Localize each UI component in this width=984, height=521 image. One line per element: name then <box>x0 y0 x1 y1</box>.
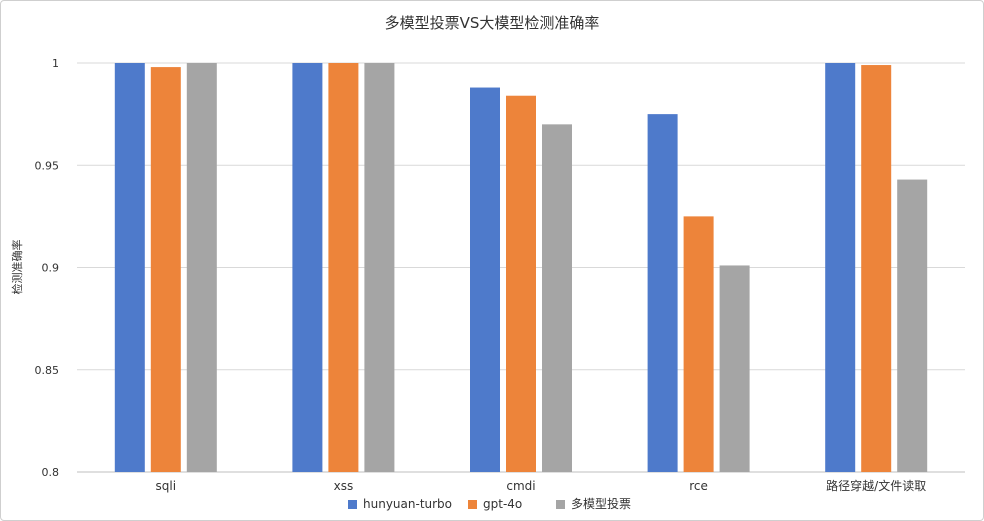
x-tick-label: rce <box>689 479 708 493</box>
legend-swatch <box>348 500 357 509</box>
bar-多模型投票 <box>719 265 750 472</box>
legend-label: gpt-4o <box>483 497 522 511</box>
legend-label: 多模型投票 <box>571 496 631 511</box>
legend-label: hunyuan-turbo <box>363 497 452 511</box>
x-tick-label: xss <box>334 479 354 493</box>
bar-多模型投票 <box>897 179 928 472</box>
bar-hunyuan-turbo <box>647 114 678 472</box>
x-axis-ticks: sqli xss cmdi rce 路径穿越/文件读取 <box>156 478 927 493</box>
y-axis-ticks: 1 0.95 0.9 0.85 0.8 <box>35 57 60 479</box>
legend-item[interactable]: 多模型投票 <box>556 496 631 511</box>
legend-swatch <box>468 500 477 509</box>
bar-多模型投票 <box>186 63 217 472</box>
bar-多模型投票 <box>364 63 395 472</box>
legend: hunyuan-turbo gpt-4o 多模型投票 <box>348 496 631 511</box>
y-tick-label: 0.8 <box>42 466 60 479</box>
bar-gpt-4o <box>506 95 536 472</box>
bar-hunyuan-turbo <box>825 63 856 472</box>
bar-多模型投票 <box>542 124 572 472</box>
legend-item[interactable]: hunyuan-turbo <box>348 497 452 511</box>
y-tick-label: 0.95 <box>35 159 60 172</box>
bar-gpt-4o <box>150 67 181 472</box>
x-tick-label: cmdi <box>506 479 535 493</box>
bars <box>114 63 928 473</box>
bar-gpt-4o <box>328 63 359 472</box>
bar-gpt-4o <box>683 216 714 472</box>
legend-item[interactable]: gpt-4o <box>468 497 522 511</box>
y-axis-label: 检测准确率 <box>10 240 24 295</box>
y-tick-label: 1 <box>52 57 59 70</box>
y-tick-label: 0.9 <box>42 262 60 275</box>
bar-hunyuan-turbo <box>470 87 500 472</box>
legend-swatch <box>556 500 565 509</box>
bar-gpt-4o <box>861 65 892 473</box>
chart-title: 多模型投票VS大模型检测准确率 <box>385 14 600 32</box>
y-tick-label: 0.85 <box>35 364 60 377</box>
x-tick-label: 路径穿越/文件读取 <box>826 478 926 493</box>
x-tick-label: sqli <box>156 479 177 493</box>
bar-hunyuan-turbo <box>114 63 145 472</box>
bar-hunyuan-turbo <box>292 63 323 472</box>
